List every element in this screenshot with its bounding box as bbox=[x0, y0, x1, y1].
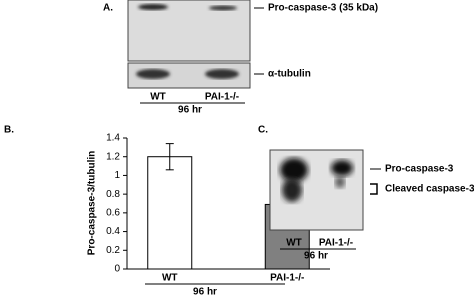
y-tick-label: 1.4 bbox=[106, 133, 120, 144]
x-tick-label: WT bbox=[162, 273, 178, 284]
x-tick-label: PAI-1-/- bbox=[270, 273, 304, 284]
lane-label: PAI-1-/- bbox=[319, 238, 353, 249]
y-tick-label: 0 bbox=[114, 264, 120, 275]
bracket bbox=[370, 183, 378, 195]
panel-label: A. bbox=[103, 3, 113, 14]
y-tick-label: 0.2 bbox=[106, 245, 120, 256]
y-tick-label: 1.2 bbox=[106, 151, 120, 162]
band-label: Pro-caspase-3 bbox=[385, 164, 454, 175]
lane-label: PAI-1-/- bbox=[205, 92, 239, 103]
lane-label: WT bbox=[150, 92, 166, 103]
time-label: 96 hr bbox=[178, 105, 202, 116]
error-bar bbox=[165, 143, 174, 171]
blot-pro-caspase bbox=[127, 0, 251, 62]
y-tick-label: 1 bbox=[114, 170, 120, 181]
lane-label: WT bbox=[286, 238, 302, 249]
band-label: Pro-caspase-3 (35 kDa) bbox=[268, 3, 378, 14]
y-tick-label: 0.4 bbox=[106, 226, 120, 237]
panel-label: B. bbox=[4, 125, 14, 136]
panel-label: C. bbox=[258, 125, 268, 136]
x-axis-label: 96 hr bbox=[193, 287, 217, 297]
y-tick-label: 0.6 bbox=[106, 207, 120, 218]
blot-caspase bbox=[269, 149, 364, 231]
blot-tubulin bbox=[127, 62, 251, 89]
y-axis-label: Pro-caspase-3/tubulin bbox=[87, 151, 98, 255]
band-label: Cleaved caspase-3 bbox=[385, 184, 474, 195]
y-tick-label: 0.8 bbox=[106, 189, 120, 200]
bar-chart: 00.20.40.60.811.21.4WT PAI-1-/-96 hr bbox=[106, 133, 330, 297]
band-label: α-tubulin bbox=[268, 69, 311, 80]
time-label: 96 hr bbox=[304, 251, 328, 262]
bar bbox=[147, 156, 193, 270]
